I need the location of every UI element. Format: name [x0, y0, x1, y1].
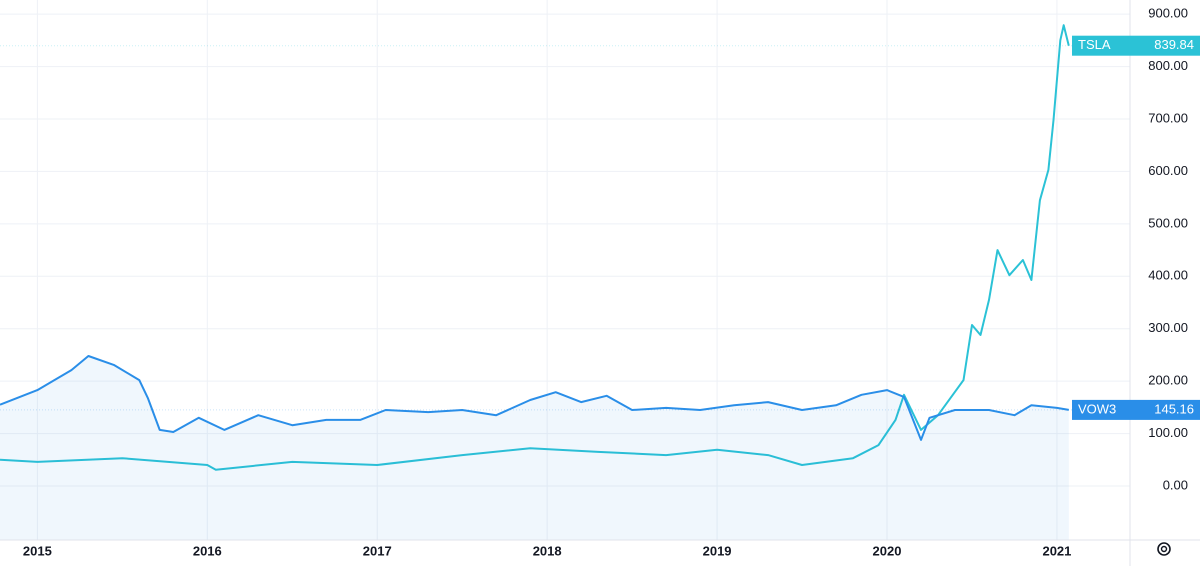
y-tick-label: 600.00: [1148, 163, 1188, 178]
x-tick-label: 2020: [873, 543, 902, 558]
series-line: [0, 355, 1069, 441]
settings-icon[interactable]: [1157, 542, 1171, 556]
series-area: [0, 356, 1069, 540]
y-tick-label: 900.00: [1148, 6, 1188, 21]
gear-hub: [1160, 545, 1168, 553]
y-tick-label: 700.00: [1148, 110, 1188, 125]
price-tag-value: 839.84: [1154, 37, 1194, 52]
x-tick-label: 2019: [703, 543, 732, 558]
y-tick-label: 300.00: [1148, 320, 1188, 335]
x-tick-label: 2017: [363, 543, 392, 558]
price-tag-name: TSLA: [1078, 37, 1111, 52]
y-tick-label: 500.00: [1148, 215, 1188, 230]
price-tag: [1072, 399, 1200, 420]
x-tick-label: 2018: [533, 543, 562, 558]
price-tag: [1072, 35, 1200, 56]
gear-ring: [1157, 542, 1171, 556]
x-tick-label: 2016: [193, 543, 222, 558]
x-tick-label: 2015: [23, 543, 52, 558]
x-tick-label: 2021: [1042, 543, 1071, 558]
y-tick-label: 0.00: [1163, 477, 1188, 492]
price-tag-value: 145.16: [1154, 401, 1194, 416]
y-tick-label: 800.00: [1148, 58, 1188, 73]
y-tick-label: 200.00: [1148, 373, 1188, 388]
y-tick-label: 400.00: [1148, 268, 1188, 283]
y-tick-label: 100.00: [1148, 425, 1188, 440]
price-axis: [1130, 0, 1200, 566]
price-tag-name: VOW3: [1078, 401, 1116, 416]
series-line: [0, 24, 1070, 471]
